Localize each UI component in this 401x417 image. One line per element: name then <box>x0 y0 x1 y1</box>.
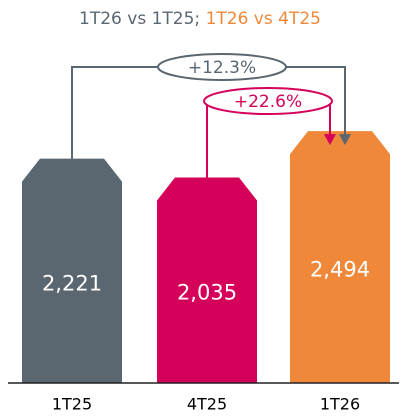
arrow-head <box>324 134 336 146</box>
bar <box>157 177 257 383</box>
value-label: 2,494 <box>310 258 370 282</box>
x-tick-label: 1T25 <box>52 395 92 414</box>
title-part: 1T26 vs 4T25 <box>206 9 321 29</box>
bar <box>290 131 390 383</box>
value-label: 2,221 <box>42 271 102 295</box>
annotation-bubble <box>157 53 287 81</box>
bar <box>22 158 122 383</box>
annotation: +12.3% <box>188 58 256 78</box>
x-tick-label: 4T25 <box>187 395 227 414</box>
title-part: 1T26 vs 1T25; <box>79 9 200 29</box>
value-label: 2,035 <box>177 281 237 305</box>
arrow-head <box>339 134 351 146</box>
x-tick-label: 1T26 <box>320 395 360 414</box>
chart-title: 1T26 vs 1T25; 1T26 vs 4T25 <box>79 9 321 29</box>
annotation-bubble <box>203 87 333 115</box>
annotation: +22.6% <box>234 92 302 112</box>
